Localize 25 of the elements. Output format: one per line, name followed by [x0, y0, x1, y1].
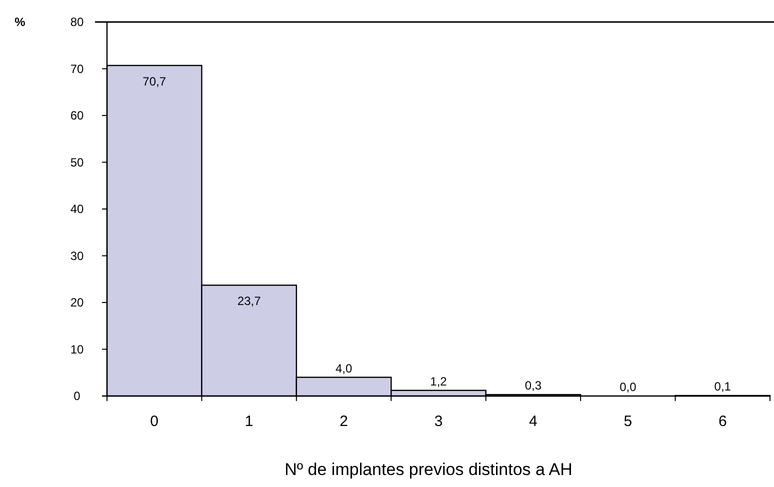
x-tick-label: 4	[529, 413, 538, 430]
x-tick-label: 6	[718, 413, 727, 430]
x-axis-title: Nº de implantes previos distintos a AH	[284, 460, 572, 479]
data-label: 1,2	[430, 374, 448, 388]
data-label: 0,0	[620, 380, 637, 394]
y-tick-label: 80	[70, 15, 84, 30]
y-tick-label: 20	[70, 296, 84, 310]
data-label: 70,7	[142, 74, 166, 88]
y-tick-label: 10	[70, 342, 84, 356]
y-tick-label: 50	[70, 155, 84, 170]
data-label: 0,1	[714, 380, 732, 394]
y-tick-label: 30	[70, 248, 84, 263]
x-tick-label: 3	[434, 413, 443, 430]
data-label: 0,3	[524, 378, 542, 393]
data-label: 23,7	[237, 294, 262, 308]
y-tick-label: 60	[70, 108, 84, 123]
data-label: 4,0	[335, 361, 352, 376]
x-tick-label: 1	[244, 413, 254, 430]
y-tick-label: 0	[74, 389, 81, 404]
y-axis-title: %	[14, 15, 26, 29]
x-tick-label: 2	[340, 413, 348, 430]
x-tick-label: 5	[624, 413, 632, 430]
y-tick-label: 40	[70, 202, 84, 216]
y-tick-label: 70	[70, 62, 84, 76]
x-tick-label: 0	[150, 413, 159, 430]
